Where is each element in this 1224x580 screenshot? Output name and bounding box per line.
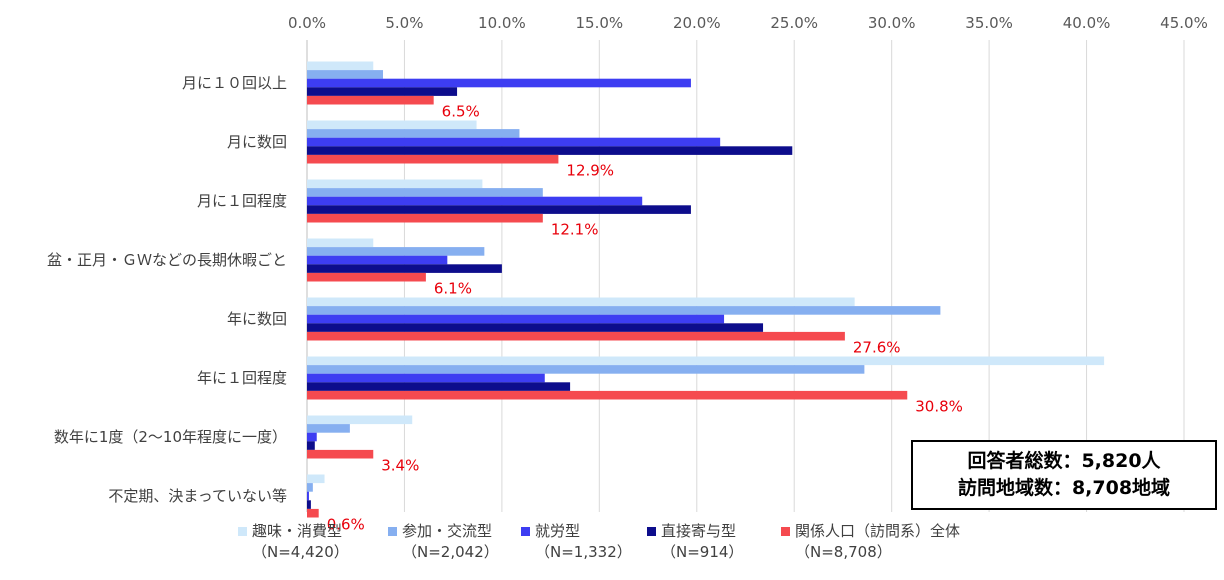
bar <box>307 272 426 282</box>
bar <box>307 508 319 518</box>
x-tick-label: 35.0% <box>965 14 1013 32</box>
category-label: 月に数回 <box>227 133 287 151</box>
bar <box>307 137 721 147</box>
bar <box>307 205 691 214</box>
bar <box>307 154 559 164</box>
bar <box>307 415 413 425</box>
bar <box>307 441 315 450</box>
data-label: 6.5% <box>442 103 480 121</box>
x-axis-ticks: 0.0% 5.0% 10.0% 15.0% 20.0% 25.0% 30.0% 35.0% 40… <box>288 14 1208 32</box>
legend: 趣味・消費型 （N=4,420） 参加・交流型 （N=2,042） 就労型 （N=1,33… <box>238 521 981 563</box>
legend-swatch <box>647 527 656 536</box>
category-label: 盆・正月・ＧＷなどの長期休暇ごと <box>47 251 287 269</box>
bar <box>307 255 448 265</box>
bar <box>307 196 643 206</box>
category-labels: 月に１０回以上月に数回月に１回程度盆・正月・ＧＷなどの長期休暇ごと年に数回年に１… <box>47 74 287 505</box>
gridlines <box>306 40 1185 512</box>
x-tick-label: 25.0% <box>770 14 818 32</box>
legend-item: 就労型 （N=1,332） <box>521 521 647 563</box>
bar <box>307 247 485 256</box>
legend-swatch <box>388 527 397 536</box>
bar <box>307 314 725 324</box>
bar <box>307 238 374 248</box>
bar <box>307 483 313 492</box>
respondent-count: 回答者総数：5,820人 <box>967 450 1161 472</box>
data-labels: 6.5% 12.9% 12.1% 6.1% 27.6% 30.8% 3.4% 0.6% <box>327 103 963 534</box>
legend-series-name: 参加・交流型 <box>402 522 493 540</box>
legend-series-n: （N=1,332） <box>535 543 632 561</box>
bar <box>307 78 691 88</box>
x-tick-label: 15.0% <box>576 14 624 32</box>
bar <box>307 449 374 459</box>
legend-series-n: （N=4,420） <box>252 543 349 561</box>
legend-item: 参加・交流型 （N=2,042） <box>388 521 521 563</box>
bar <box>307 331 845 341</box>
x-tick-label: 0.0% <box>288 14 326 32</box>
bar <box>307 61 374 71</box>
bar <box>307 382 571 391</box>
legend-swatch <box>521 527 530 536</box>
bar <box>307 129 520 138</box>
legend-series-n: （N=2,042） <box>402 543 499 561</box>
x-tick-label: 30.0% <box>868 14 916 32</box>
bar <box>307 390 908 400</box>
bar <box>307 424 350 433</box>
bar <box>307 179 483 189</box>
legend-series-name: 直接寄与型 <box>661 522 737 540</box>
category-label: 不定期、決まっていない等 <box>108 487 287 505</box>
category-label: 年に数回 <box>227 310 287 328</box>
data-label: 3.4% <box>381 457 419 475</box>
data-label: 0.6% <box>327 516 365 534</box>
legend-item: 直接寄与型 （N=914） <box>647 521 781 563</box>
data-label: 12.9% <box>566 162 614 180</box>
legend-swatch <box>238 527 247 536</box>
category-label: 月に１回程度 <box>197 192 287 210</box>
legend-series-n: （N=8,708） <box>795 543 892 561</box>
bar <box>307 491 309 501</box>
bar <box>307 373 545 383</box>
category-label: 月に１０回以上 <box>182 74 287 92</box>
legend-series-name: 関係人口（訪問系）全体 <box>795 522 961 540</box>
respondent-info-box: 回答者総数：5,820人 訪問地域数：8,708地域 <box>911 440 1217 510</box>
bar <box>307 188 543 197</box>
bar <box>307 95 434 105</box>
data-label: 27.6% <box>853 339 901 357</box>
bar <box>307 213 543 223</box>
bar <box>307 264 502 273</box>
category-label: 数年に1度（2～10年程度に一度） <box>54 428 287 446</box>
x-tick-label: 40.0% <box>1063 14 1111 32</box>
legend-item: 関係人口（訪問系）全体 （N=8,708） <box>781 521 981 563</box>
bar <box>307 356 1105 366</box>
legend-item: 趣味・消費型 （N=4,420） <box>238 521 388 563</box>
bar <box>307 87 458 96</box>
data-label: 30.8% <box>915 398 963 416</box>
x-tick-label: 10.0% <box>478 14 526 32</box>
bar <box>307 146 793 155</box>
legend-series-name: 就労型 <box>535 522 581 540</box>
bar <box>307 120 477 130</box>
bar <box>307 432 317 442</box>
x-tick-label: 5.0% <box>385 14 423 32</box>
bar <box>307 474 325 484</box>
legend-swatch <box>781 527 790 536</box>
bars <box>307 61 1105 518</box>
bar <box>307 70 384 79</box>
legend-series-name: 趣味・消費型 <box>252 522 343 540</box>
x-tick-label: 45.0% <box>1160 14 1208 32</box>
bar <box>307 323 764 332</box>
bar <box>307 500 311 509</box>
bar <box>307 297 855 307</box>
data-label: 12.1% <box>551 221 599 239</box>
legend-series-n: （N=914） <box>661 543 744 561</box>
x-tick-label: 20.0% <box>673 14 721 32</box>
region-count: 訪問地域数：8,708地域 <box>957 477 1171 499</box>
category-label: 年に１回程度 <box>197 369 287 387</box>
bar <box>307 365 865 374</box>
data-label: 6.1% <box>434 280 472 298</box>
bar <box>307 306 941 315</box>
